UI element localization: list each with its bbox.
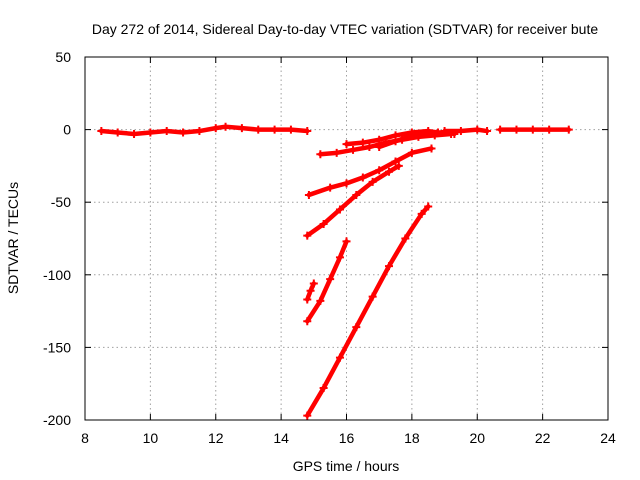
x-axis-label: GPS time / hours bbox=[293, 458, 400, 474]
data-point bbox=[358, 138, 367, 147]
data-point bbox=[352, 190, 361, 199]
data-series-seg-trace-a bbox=[304, 144, 436, 199]
data-point bbox=[304, 190, 313, 199]
data-point bbox=[375, 143, 384, 152]
data-point bbox=[303, 411, 312, 420]
data-point bbox=[391, 157, 400, 166]
data-point bbox=[309, 279, 318, 288]
data-point bbox=[97, 127, 106, 136]
x-tick-label: 16 bbox=[339, 430, 355, 446]
y-tick-label: -50 bbox=[51, 194, 71, 210]
x-tick-label: 20 bbox=[469, 430, 485, 446]
x-tick-label: 10 bbox=[143, 430, 159, 446]
data-point bbox=[349, 145, 358, 154]
data-point bbox=[528, 125, 537, 134]
data-series-seg-trace-e bbox=[303, 202, 433, 420]
data-point bbox=[545, 125, 554, 134]
data-point bbox=[316, 296, 325, 305]
chart-title: Day 272 of 2014, Sidereal Day-to-day VTE… bbox=[92, 21, 599, 37]
y-tick-label: 0 bbox=[63, 122, 71, 138]
data-point bbox=[375, 135, 384, 144]
tick-labels: 8 10 12 14 16 18 20 22 24 50 0 -50 -100 -150 -200 bbox=[43, 49, 616, 446]
data-point bbox=[394, 161, 403, 170]
data-point bbox=[113, 128, 122, 137]
y-axis-label: SDTVAR / TECUs bbox=[5, 182, 21, 294]
data-point bbox=[473, 125, 482, 134]
data-point bbox=[303, 317, 312, 326]
data-point bbox=[483, 127, 492, 136]
data-point bbox=[417, 209, 426, 218]
data-series-seg-baseline-a bbox=[97, 122, 312, 138]
data-point bbox=[391, 137, 400, 146]
x-tick-label: 12 bbox=[208, 430, 224, 446]
data-point bbox=[326, 275, 335, 284]
data-point bbox=[303, 295, 312, 304]
data-point bbox=[368, 292, 377, 301]
data-point bbox=[319, 219, 328, 228]
data-point bbox=[342, 237, 351, 246]
data-series-seg-upper-c bbox=[375, 128, 459, 152]
data-point bbox=[179, 128, 188, 137]
data-point bbox=[375, 166, 384, 175]
data-point bbox=[254, 125, 263, 134]
data-point bbox=[358, 173, 367, 182]
y-tick-label: -200 bbox=[43, 412, 71, 428]
data-point bbox=[316, 150, 325, 159]
x-tick-label: 24 bbox=[600, 430, 616, 446]
data-series-seg-trace-d bbox=[303, 279, 318, 304]
y-tick-label: -150 bbox=[43, 339, 71, 355]
data-point bbox=[496, 125, 505, 134]
data-point bbox=[352, 323, 361, 332]
data-point bbox=[335, 353, 344, 362]
x-tick-label: 22 bbox=[535, 430, 551, 446]
data-point bbox=[286, 125, 295, 134]
data-point bbox=[195, 127, 204, 136]
data-point bbox=[342, 140, 351, 149]
data-point bbox=[440, 128, 449, 137]
series-trail bbox=[442, 127, 490, 134]
data-point bbox=[365, 143, 374, 152]
data-series-seg-trace-b bbox=[303, 161, 403, 240]
data-point bbox=[211, 124, 220, 133]
data-point bbox=[146, 128, 155, 137]
data-point bbox=[270, 125, 279, 134]
data-point bbox=[401, 234, 410, 243]
data-point bbox=[427, 144, 436, 153]
data-point bbox=[407, 131, 416, 140]
data-point bbox=[162, 127, 171, 136]
data-point bbox=[306, 286, 315, 295]
data-point bbox=[512, 125, 521, 134]
axis-ticks bbox=[84, 56, 609, 421]
y-tick-label: -100 bbox=[43, 267, 71, 283]
data-point bbox=[368, 177, 377, 186]
x-tick-label: 18 bbox=[404, 430, 420, 446]
data-point bbox=[424, 202, 433, 211]
data-point bbox=[237, 124, 246, 133]
data-series-seg-baseline-c bbox=[496, 125, 573, 134]
data-point bbox=[332, 148, 341, 157]
data-point bbox=[342, 179, 351, 188]
data-point bbox=[335, 205, 344, 214]
data-point bbox=[130, 129, 139, 138]
data-point bbox=[564, 125, 573, 134]
data-series-seg-trace-c bbox=[303, 237, 351, 326]
data-point bbox=[424, 128, 433, 137]
data-point bbox=[303, 231, 312, 240]
data-point bbox=[319, 384, 328, 393]
data-point bbox=[384, 167, 393, 176]
data-point bbox=[407, 148, 416, 157]
y-tick-label: 50 bbox=[55, 49, 71, 65]
data-point bbox=[450, 129, 459, 138]
data-point bbox=[326, 183, 335, 192]
data-point bbox=[221, 122, 230, 131]
x-tick-label: 8 bbox=[81, 430, 89, 446]
data-points bbox=[97, 122, 573, 420]
data-point bbox=[303, 127, 312, 136]
data-point bbox=[335, 253, 344, 262]
data-point bbox=[456, 127, 465, 136]
x-tick-label: 14 bbox=[273, 430, 289, 446]
data-point bbox=[384, 262, 393, 271]
